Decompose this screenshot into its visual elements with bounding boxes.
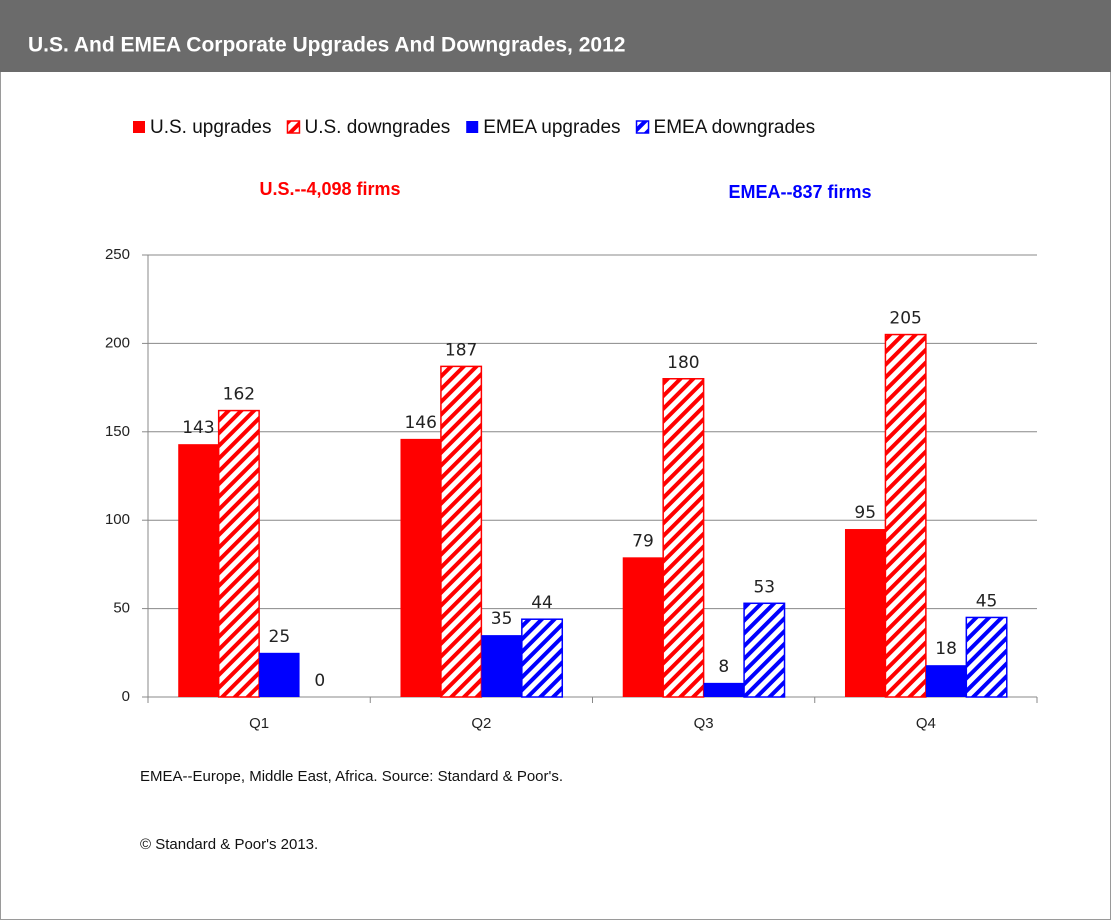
value-label: 162 [223,385,255,405]
annotation: EMEA--837 firms [728,182,871,202]
y-tick-label: 50 [113,600,130,617]
x-tick-label: Q2 [471,715,491,732]
legend-label: U.S. downgrades [304,117,450,138]
x-tick-label: Q1 [249,715,269,732]
value-label: 35 [491,609,513,629]
bar [259,652,300,697]
bar [178,444,219,697]
legend-swatch [466,121,479,133]
value-label: 180 [667,353,699,373]
x-tick-label: Q4 [916,715,936,732]
footnote: © Standard & Poor's 2013. [140,836,318,853]
legend-label: EMEA upgrades [483,117,620,138]
bar [521,618,564,698]
bar [925,665,967,697]
value-label: 0 [314,671,325,691]
value-label: 53 [753,577,775,597]
bar [965,616,1008,698]
annotation: U.S.--4,098 firms [259,179,400,199]
bar [400,438,441,697]
y-tick-label: 250 [105,246,130,263]
x-tick-label: Q3 [694,715,714,732]
value-label: 44 [531,593,553,613]
y-tick-label: 200 [105,334,130,351]
title-bar [0,0,1111,72]
bar [217,409,260,698]
bar [662,378,705,698]
value-label: 187 [445,340,477,360]
value-label: 25 [269,627,291,647]
y-tick-label: 0 [122,688,130,705]
value-label: 79 [632,531,654,551]
value-label: 143 [182,418,214,438]
bar [743,602,786,698]
bar [440,365,483,698]
value-label: 45 [976,591,998,611]
y-tick-label: 150 [105,423,130,440]
footnote: EMEA--Europe, Middle East, Africa. Sourc… [140,768,563,785]
bar [844,529,886,697]
bar [884,333,927,698]
bar [481,635,522,697]
legend-swatch [635,120,650,134]
value-label: 95 [854,503,876,523]
value-label: 146 [404,413,436,433]
chart-title: U.S. And EMEA Corporate Upgrades And Dow… [28,34,625,57]
bar [703,682,745,697]
value-label: 8 [718,657,729,677]
value-label: 18 [935,639,957,659]
value-label: 205 [889,309,921,329]
legend-swatch [286,120,301,134]
legend-swatch [133,121,145,133]
legend-label: EMEA downgrades [654,117,816,138]
legend-label: U.S. upgrades [150,117,271,138]
y-tick-label: 100 [105,511,130,528]
bar [622,557,664,697]
